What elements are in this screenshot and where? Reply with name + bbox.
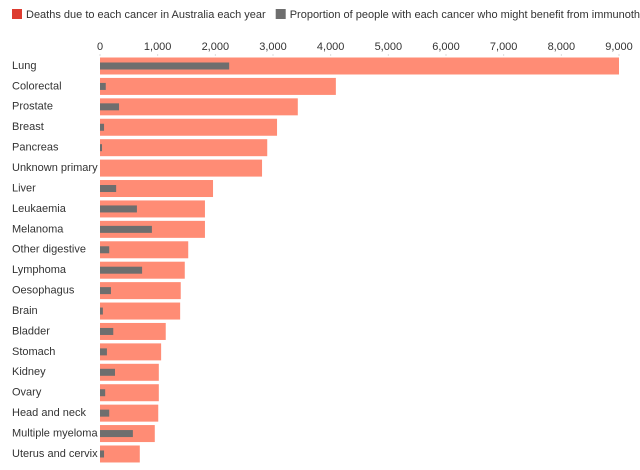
y-tick-label: Colorectal: [12, 80, 62, 92]
overlay-bar: [100, 225, 152, 233]
y-tick-label: Pancreas: [12, 142, 59, 154]
legend-label: Proportion of people with each cancer wh…: [290, 9, 640, 21]
overlay-bar: [100, 246, 110, 254]
x-tick-label: 4,000: [317, 41, 345, 53]
x-tick-label: 0: [97, 41, 103, 53]
x-tick-label: 5,000: [375, 41, 403, 53]
y-tick-label: Kidney: [12, 366, 46, 378]
overlay-bar: [100, 430, 133, 438]
bar: [100, 180, 214, 198]
y-tick-label: Lung: [12, 60, 36, 72]
bar: [100, 57, 619, 75]
bar: [100, 384, 159, 402]
bar: [100, 261, 185, 279]
x-tick-label: 8,000: [548, 41, 576, 53]
x-tick-label: 9,000: [605, 41, 633, 53]
overlay-bar: [100, 450, 105, 458]
overlay-bar: [100, 327, 114, 335]
bar: [100, 322, 166, 340]
bar: [100, 220, 205, 238]
y-tick-label: Breast: [12, 121, 44, 133]
x-tick-label: 2,000: [202, 41, 230, 53]
bar: [100, 200, 205, 218]
y-tick-label: Other digestive: [12, 244, 86, 256]
legend-swatch: [275, 9, 286, 19]
x-tick-label: 3,000: [259, 41, 287, 53]
legend-swatch: [12, 9, 22, 19]
overlay-bar: [100, 266, 143, 274]
y-tick-label: Brain: [12, 305, 38, 317]
y-tick-label: Unknown primary: [12, 162, 98, 174]
y-tick-label: Oesophagus: [12, 285, 75, 297]
x-tick-label: 6,000: [432, 41, 460, 53]
overlay-bar: [100, 389, 106, 397]
bar: [100, 302, 181, 320]
overlay-bar: [100, 62, 230, 70]
overlay-bar: [100, 348, 107, 356]
bar: [100, 118, 278, 136]
legend-label: Deaths due to each cancer in Australia e…: [26, 9, 266, 21]
overlay-bar: [100, 123, 105, 131]
overlay-bar: [100, 368, 115, 376]
bar: [100, 139, 268, 157]
y-tick-label: Ovary: [12, 387, 42, 399]
bar: [100, 445, 140, 463]
y-tick-label: Liver: [12, 182, 36, 194]
y-tick-label: Head and neck: [12, 407, 86, 419]
bar: [100, 404, 159, 422]
y-tick-label: Leukaemia: [12, 203, 67, 215]
overlay-bar: [100, 144, 103, 152]
bar: [100, 343, 162, 361]
y-tick-label: Uterus and cervix: [12, 448, 98, 460]
overlay-bar: [100, 82, 106, 90]
bar: [100, 98, 298, 116]
y-tick-label: Multiple myeloma: [12, 427, 98, 439]
overlay-bar: [100, 287, 111, 295]
overlay-bar: [100, 103, 120, 111]
overlay-bar: [100, 307, 103, 315]
y-tick-label: Prostate: [12, 101, 53, 113]
bar: [100, 159, 263, 177]
y-tick-label: Lymphoma: [12, 264, 67, 276]
overlay-bar: [100, 185, 117, 193]
bar: [100, 77, 336, 95]
bar: [100, 241, 189, 259]
bar: [100, 282, 181, 300]
y-tick-label: Stomach: [12, 346, 55, 358]
x-tick-label: 1,000: [144, 41, 172, 53]
overlay-bar: [100, 409, 110, 417]
overlay-bar: [100, 205, 137, 213]
y-tick-label: Melanoma: [12, 223, 64, 235]
x-tick-label: 7,000: [490, 41, 518, 53]
bar: [100, 363, 159, 381]
y-tick-label: Bladder: [12, 325, 50, 337]
